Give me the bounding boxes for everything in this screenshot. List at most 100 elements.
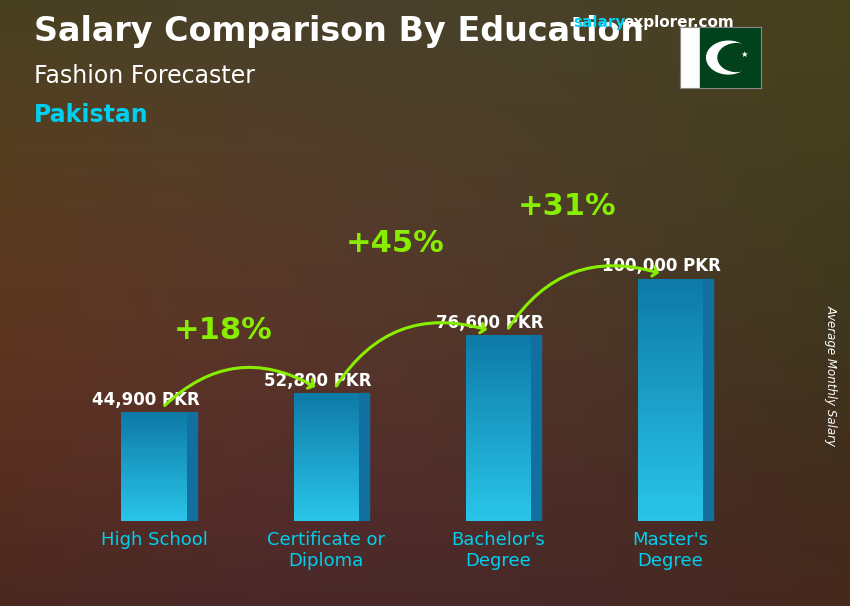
Bar xyxy=(466,498,531,502)
Bar xyxy=(293,431,359,435)
Text: salary: salary xyxy=(574,15,626,30)
Bar xyxy=(638,376,703,382)
Bar xyxy=(638,473,703,479)
Bar xyxy=(638,448,703,454)
Bar xyxy=(293,435,359,438)
Text: +31%: +31% xyxy=(518,191,616,221)
Bar xyxy=(122,415,187,418)
Bar xyxy=(122,486,187,488)
Bar xyxy=(466,419,531,424)
Bar xyxy=(638,303,703,309)
Bar xyxy=(293,396,359,399)
Bar xyxy=(293,444,359,448)
Bar xyxy=(122,456,187,459)
Bar xyxy=(680,27,700,88)
Polygon shape xyxy=(359,393,369,521)
Bar xyxy=(638,412,703,418)
Bar xyxy=(466,438,531,442)
Bar xyxy=(638,485,703,491)
Polygon shape xyxy=(703,279,713,521)
Bar xyxy=(638,333,703,339)
Bar xyxy=(122,470,187,472)
Bar xyxy=(122,421,187,423)
Text: Average Monthly Salary: Average Monthly Salary xyxy=(824,305,837,446)
Bar xyxy=(466,474,531,479)
Bar xyxy=(293,514,359,518)
Bar xyxy=(122,516,187,519)
Bar xyxy=(293,441,359,444)
Bar xyxy=(638,461,703,467)
Bar xyxy=(638,321,703,327)
Text: +18%: +18% xyxy=(173,316,272,345)
Bar xyxy=(293,406,359,409)
Bar xyxy=(122,464,187,467)
Bar xyxy=(466,336,531,340)
Bar xyxy=(122,472,187,475)
Bar xyxy=(293,508,359,511)
Bar xyxy=(466,493,531,498)
Bar xyxy=(638,503,703,509)
Bar xyxy=(466,378,531,382)
Bar xyxy=(638,327,703,333)
Bar xyxy=(466,364,531,368)
Bar xyxy=(293,502,359,505)
Bar xyxy=(466,465,531,470)
Bar xyxy=(122,453,187,456)
Text: Salary Comparison By Education: Salary Comparison By Education xyxy=(34,15,644,48)
Bar xyxy=(293,518,359,521)
Bar xyxy=(122,481,187,483)
Polygon shape xyxy=(531,336,541,521)
Bar xyxy=(466,461,531,465)
Bar xyxy=(122,519,187,521)
Bar xyxy=(122,423,187,426)
Bar xyxy=(638,497,703,503)
Text: explorer.com: explorer.com xyxy=(623,15,734,30)
Bar xyxy=(638,345,703,351)
Bar xyxy=(638,418,703,424)
Bar xyxy=(122,459,187,461)
Bar xyxy=(122,450,187,453)
Bar xyxy=(293,473,359,476)
Bar xyxy=(122,467,187,470)
Bar xyxy=(293,467,359,470)
Bar xyxy=(122,431,187,434)
Bar xyxy=(466,451,531,456)
Bar xyxy=(122,502,187,505)
Bar xyxy=(293,448,359,451)
Bar xyxy=(466,433,531,438)
Text: 52,800 PKR: 52,800 PKR xyxy=(264,371,371,390)
Bar xyxy=(466,424,531,428)
Bar xyxy=(466,415,531,419)
Bar xyxy=(293,399,359,403)
Bar xyxy=(638,279,703,285)
Bar xyxy=(700,27,761,88)
Bar xyxy=(122,499,187,502)
Bar xyxy=(293,483,359,486)
Bar xyxy=(466,396,531,401)
Text: ★: ★ xyxy=(741,50,748,59)
Bar xyxy=(466,470,531,474)
Bar xyxy=(638,315,703,321)
Bar xyxy=(293,412,359,416)
Bar xyxy=(293,416,359,419)
Bar xyxy=(466,340,531,345)
Bar xyxy=(293,476,359,479)
Bar xyxy=(293,451,359,454)
Bar xyxy=(122,428,187,431)
Bar xyxy=(122,442,187,445)
Bar xyxy=(466,354,531,359)
Bar xyxy=(293,489,359,492)
Bar xyxy=(466,387,531,391)
Bar xyxy=(122,434,187,437)
Bar xyxy=(638,479,703,485)
Circle shape xyxy=(718,44,755,72)
Bar xyxy=(638,358,703,364)
Bar xyxy=(638,406,703,412)
Bar xyxy=(122,483,187,486)
Bar xyxy=(466,391,531,396)
Bar xyxy=(293,479,359,483)
Bar xyxy=(122,418,187,421)
Bar xyxy=(638,370,703,376)
Bar xyxy=(293,422,359,425)
Bar xyxy=(293,470,359,473)
